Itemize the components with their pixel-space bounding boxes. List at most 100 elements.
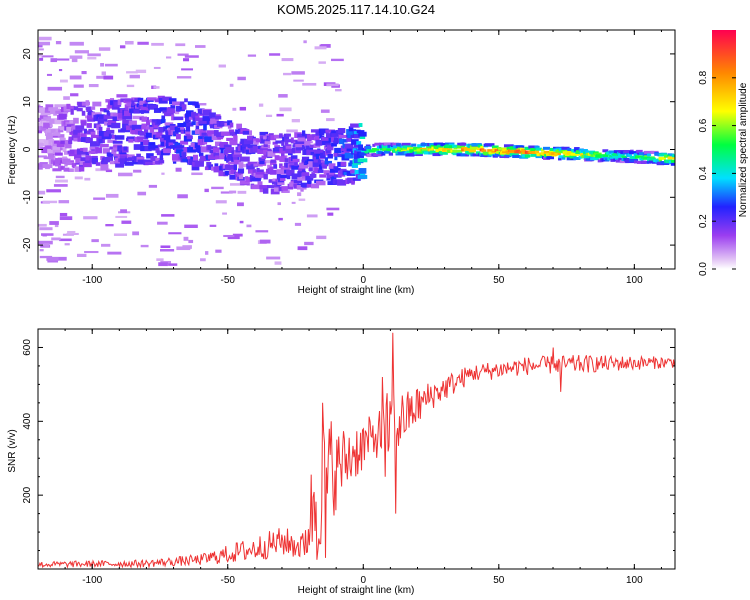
snr-frame — [37, 328, 676, 570]
spectrogram-cell — [75, 157, 85, 164]
spectrogram-cell — [120, 150, 127, 155]
spectrogram-cell — [149, 126, 155, 133]
spectrogram-cell — [649, 157, 656, 161]
spectrogram-cell — [41, 55, 54, 58]
spectrogram-cell — [195, 125, 200, 130]
spectrogram-cell — [52, 168, 62, 172]
spectrogram-cell — [256, 169, 264, 174]
spectrogram-cell — [309, 146, 314, 152]
spectrogram-cell — [503, 144, 514, 148]
spectrogram-cell — [54, 152, 63, 156]
spectrogram-cell — [280, 174, 290, 179]
spectrogram-cell — [182, 152, 187, 159]
spectrogram-cell — [127, 154, 135, 159]
spectrogram-cell — [299, 162, 309, 169]
spectrogram-cell — [173, 116, 184, 121]
spectrogram-cell — [60, 140, 69, 144]
spectrogram-cell — [326, 118, 335, 122]
spectrogram-cell — [141, 116, 148, 122]
spectrogram-cell — [350, 169, 356, 174]
spectrogram-cell — [280, 165, 285, 170]
spectrogram-cell — [111, 104, 120, 110]
spectrogram-cell — [185, 125, 191, 132]
spectrogram-cell — [561, 156, 566, 160]
spectrogram-cell — [215, 249, 222, 253]
snr-axes: -100 -50 0 50 100 200 400 600 — [22, 329, 675, 586]
spectrogram-cell — [618, 157, 623, 161]
spectrogram-cell — [93, 197, 106, 200]
spectrogram-cell — [321, 137, 332, 141]
spectrogram-cell — [46, 73, 52, 76]
spectrogram-cell — [334, 167, 341, 172]
spectrogram-cell — [378, 145, 385, 149]
x-tick-label: -50 — [221, 275, 236, 286]
spectrogram-cell — [166, 56, 172, 59]
spectrogram-cell — [324, 160, 332, 165]
spectrogram-cell — [191, 172, 203, 176]
spectrogram-cell — [364, 150, 369, 154]
spectrogram-cell — [124, 98, 134, 102]
spectrogram-cell — [54, 118, 64, 125]
spectrogram-cell — [83, 216, 98, 220]
spectrogram-cell — [306, 214, 318, 218]
spectrogram-cell — [672, 154, 675, 158]
spectrogram-cell — [512, 154, 521, 158]
spectrogram-cell — [174, 110, 180, 115]
spectrogram-cell — [401, 142, 411, 146]
spectrogram-cell — [132, 231, 140, 236]
spectrogram-cell — [346, 129, 357, 135]
spectrogram-cell — [168, 263, 178, 266]
spectrogram-cell — [142, 140, 150, 146]
spectrogram-cell — [281, 58, 294, 62]
spectrogram-cell — [644, 150, 654, 154]
spectrogram-cell — [107, 104, 113, 109]
spectrogram-cell — [291, 165, 301, 170]
spectrogram-cell — [38, 155, 47, 158]
spectrogram-cell — [578, 148, 583, 152]
spectrogram-cell — [378, 142, 384, 146]
spectrogram-cell — [85, 151, 90, 158]
spectrogram-cell — [670, 162, 675, 166]
spectrogram-cell — [359, 152, 370, 156]
spectrogram-cell — [161, 214, 175, 217]
spectrogram-cell — [318, 61, 326, 64]
spectrogram-cell — [236, 123, 243, 130]
spectrogram-cell — [84, 250, 99, 254]
spectrogram-cell — [210, 118, 219, 124]
spectrogram-cell — [38, 53, 43, 57]
spectrogram-cell — [137, 159, 148, 165]
spectrogram-cell — [155, 157, 164, 161]
spectrogram-cell — [320, 152, 326, 158]
spectrogram-cell — [237, 202, 244, 207]
spectrogram-cell — [267, 148, 272, 152]
spectrogram-cell — [200, 258, 206, 262]
spectrogram-cell — [442, 148, 450, 152]
spectrogram-cell — [534, 145, 540, 149]
spectrogram-cell — [220, 148, 224, 154]
spectrogram-cell — [381, 151, 386, 155]
spectrogram-cell — [192, 101, 199, 106]
spectrogram-cell — [651, 160, 658, 164]
spectrogram-cell — [476, 147, 480, 151]
spectrogram-cell — [55, 179, 68, 183]
spectrogram-cell — [70, 93, 79, 97]
spectrogram-cell — [270, 159, 277, 163]
spectrogram-cell — [43, 157, 54, 160]
spectrogram-cell — [273, 187, 281, 192]
spectrogram-cell — [86, 106, 93, 113]
spectrogram-cell — [535, 147, 543, 151]
spectrogram-cell — [112, 116, 120, 121]
spectrogram-cell — [227, 123, 232, 129]
spectrogram-cell — [377, 150, 382, 154]
spectrogram-cell — [159, 107, 167, 112]
spectrogram-cell — [416, 150, 422, 154]
spectrogram-cell — [356, 141, 362, 145]
spectrogram-cell — [59, 238, 72, 242]
spectrogram-cell — [38, 44, 43, 48]
spectrogram-cell — [119, 158, 127, 164]
spectrogram-cell — [233, 151, 241, 155]
spectrogram-cell — [281, 190, 290, 193]
x-tick-label: 50 — [493, 575, 505, 586]
spectrogram-cell — [344, 152, 354, 159]
spectrogram-cell — [311, 183, 320, 189]
